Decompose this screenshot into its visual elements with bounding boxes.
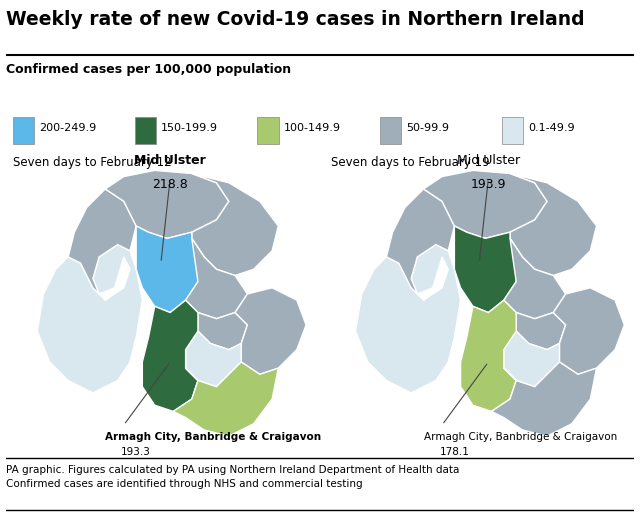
Polygon shape xyxy=(235,288,306,374)
Polygon shape xyxy=(186,238,248,319)
Text: Armagh City, Banbridge & Craigavon: Armagh City, Banbridge & Craigavon xyxy=(424,432,617,442)
Text: 193.9: 193.9 xyxy=(470,179,506,192)
Polygon shape xyxy=(504,331,559,387)
Text: 200-249.9: 200-249.9 xyxy=(39,123,96,133)
Polygon shape xyxy=(356,245,461,393)
Text: Seven days to February 19: Seven days to February 19 xyxy=(331,157,490,169)
Text: Weekly rate of new Covid-19 cases in Northern Ireland: Weekly rate of new Covid-19 cases in Nor… xyxy=(6,10,585,29)
Bar xyxy=(380,116,401,144)
Polygon shape xyxy=(192,174,278,276)
Bar xyxy=(257,116,278,144)
Bar xyxy=(502,116,524,144)
Text: Mid Ulster: Mid Ulster xyxy=(457,153,520,167)
Polygon shape xyxy=(37,245,142,393)
Text: 100-149.9: 100-149.9 xyxy=(284,123,340,133)
Text: 150-199.9: 150-199.9 xyxy=(161,123,218,133)
Polygon shape xyxy=(492,362,596,436)
Bar xyxy=(135,116,156,144)
Polygon shape xyxy=(68,189,136,294)
Polygon shape xyxy=(510,174,596,276)
Text: Mid Ulster: Mid Ulster xyxy=(134,153,206,167)
Text: 218.8: 218.8 xyxy=(152,179,188,192)
Text: 0.1-49.9: 0.1-49.9 xyxy=(528,123,575,133)
Polygon shape xyxy=(424,170,547,238)
Text: 178.1: 178.1 xyxy=(440,447,469,457)
Polygon shape xyxy=(136,226,204,313)
Polygon shape xyxy=(142,300,198,411)
Polygon shape xyxy=(173,362,278,436)
Text: Armagh City, Banbridge & Craigavon: Armagh City, Banbridge & Craigavon xyxy=(105,432,321,442)
Polygon shape xyxy=(387,189,454,294)
Text: Confirmed cases per 100,000 population: Confirmed cases per 100,000 population xyxy=(6,63,292,76)
Bar xyxy=(13,116,34,144)
Polygon shape xyxy=(186,331,241,387)
Polygon shape xyxy=(454,226,522,313)
Polygon shape xyxy=(198,313,248,350)
Polygon shape xyxy=(504,238,566,319)
Polygon shape xyxy=(516,313,566,350)
Polygon shape xyxy=(105,170,229,238)
Polygon shape xyxy=(553,288,625,374)
Text: PA graphic. Figures calculated by PA using Northern Ireland Department of Health: PA graphic. Figures calculated by PA usi… xyxy=(6,466,460,489)
Text: 193.3: 193.3 xyxy=(121,447,151,457)
Polygon shape xyxy=(461,300,516,411)
Text: Seven days to February 12: Seven days to February 12 xyxy=(13,157,172,169)
Text: 50-99.9: 50-99.9 xyxy=(406,123,449,133)
